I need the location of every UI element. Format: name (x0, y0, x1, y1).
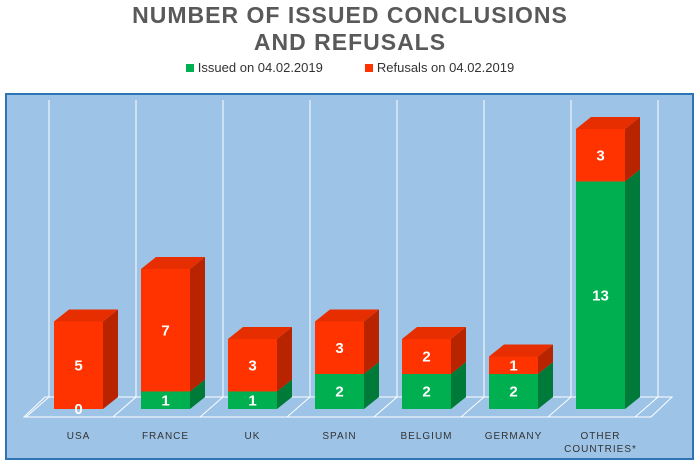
bar-refusals-top (141, 257, 205, 269)
data-label-refusals: 3 (335, 340, 343, 357)
legend-item-refusals: Refusals on 04.02.2019 (364, 60, 515, 75)
floor (22, 396, 674, 418)
legend-swatch-issued (185, 63, 194, 72)
data-label-issued: 1 (248, 392, 256, 409)
floor-divider (199, 396, 224, 418)
data-label-refusals: 3 (596, 147, 604, 164)
bar-issued-side (625, 169, 640, 409)
bar-issued-side (190, 379, 205, 409)
bar-issued (402, 374, 451, 409)
bar-refusals (489, 356, 538, 374)
category-label: USA (67, 431, 91, 442)
bar-refusals-side (190, 257, 205, 392)
chart-legend: Issued on 04.02.2019 Refusals on 04.02.2… (0, 60, 700, 75)
bar-refusals-side (277, 327, 292, 392)
data-label-issued: 2 (509, 384, 517, 401)
floor-divider (547, 396, 572, 418)
bar-refusals (402, 339, 451, 374)
data-label-refusals: 1 (509, 357, 517, 374)
bar-issued-side (364, 362, 379, 409)
bar-refusals-top (489, 344, 553, 357)
bar-issued-side (277, 379, 292, 409)
category-label: UK (245, 431, 261, 442)
bar-refusals (54, 321, 103, 409)
bar-refusals-side (451, 327, 466, 374)
category-label: COUNTRIES* (564, 444, 637, 455)
bar-refusals (141, 269, 190, 392)
category-label: OTHER (581, 431, 621, 442)
floor-divider (373, 396, 398, 418)
category-label: FRANCE (142, 431, 189, 442)
chart-title: NUMBER OF ISSUED CONCLUSIONS AND REFUSAL… (0, 2, 700, 56)
legend-swatch-refusals (364, 63, 373, 72)
bar-refusals-top (576, 117, 640, 129)
bar-refusals-top (228, 327, 292, 339)
bar-refusals-top (54, 309, 118, 322)
data-label-issued: 1 (161, 392, 169, 409)
category-label: BELGIUM (400, 431, 452, 442)
data-label-issued: 13 (592, 287, 609, 304)
data-label-refusals: 5 (74, 357, 82, 374)
bar-refusals-side (103, 309, 118, 409)
bar-issued (228, 391, 277, 409)
bar-issued (141, 391, 190, 409)
bar-issued-side (451, 362, 466, 409)
bar-refusals-side (538, 344, 553, 374)
bar-refusals (315, 321, 364, 374)
bar-refusals-top (315, 309, 379, 322)
legend-label-issued: Issued on 04.02.2019 (197, 60, 323, 75)
legend-item-issued: Issued on 04.02.2019 (185, 60, 323, 75)
data-label-issued: 2 (335, 384, 343, 401)
chart-title-line-2: AND REFUSALS (253, 29, 447, 55)
bar-refusals (228, 339, 277, 392)
bar-refusals-side (364, 309, 379, 374)
chart-title-line-1: NUMBER OF ISSUED CONCLUSIONS (132, 2, 568, 28)
bar-issued-side (538, 362, 553, 409)
floor-divider (286, 396, 311, 418)
data-label-refusals: 7 (161, 322, 169, 339)
data-label-issued: 2 (422, 384, 430, 401)
data-label-refusals: 2 (422, 349, 430, 366)
floor-divider (112, 396, 137, 418)
data-label-issued: 0 (74, 401, 82, 418)
bar-refusals (576, 129, 625, 182)
floor-divider (634, 396, 659, 418)
bar-refusals-top (402, 327, 466, 339)
bar-issued (576, 181, 625, 409)
bar-refusals-side (625, 117, 640, 182)
floor-divider (460, 396, 485, 418)
legend-label-refusals: Refusals on 04.02.2019 (376, 60, 515, 75)
bar-issued (315, 374, 364, 409)
bar-issued (489, 374, 538, 409)
category-label: GERMANY (485, 431, 543, 442)
category-label: SPAIN (322, 431, 356, 442)
data-label-refusals: 3 (248, 357, 256, 374)
floor-divider (25, 396, 50, 418)
